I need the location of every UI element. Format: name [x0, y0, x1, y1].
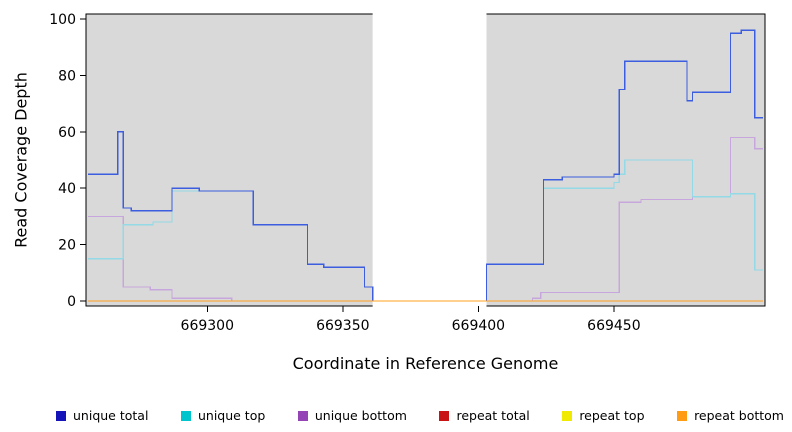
- coverage-plot-canvas: 669300 669350 669400 669450 0 20 40 60 80 100: [49, 12, 766, 334]
- x-tick-label: 669350: [316, 318, 369, 334]
- legend-label-repeat-total: repeat total: [456, 408, 530, 423]
- legend-item-unique-bottom: unique bottom: [297, 408, 407, 423]
- no-data-gap-band: [372, 13, 487, 307]
- legend-item-repeat-bottom: repeat bottom: [677, 408, 784, 423]
- legend-label-repeat-bottom: repeat bottom: [694, 408, 784, 423]
- y-tick-label: 20: [58, 238, 76, 254]
- legend-item-unique-total: unique total: [56, 408, 148, 423]
- legend-marker-unique-bottom-icon: [297, 410, 308, 421]
- legend-label-unique-bottom: unique bottom: [314, 408, 407, 423]
- legend-marker-unique-top-icon: [180, 410, 191, 421]
- legend-label-unique-total: unique total: [73, 408, 149, 423]
- legend: unique total unique top unique bottom re…: [56, 408, 784, 423]
- legend-label-unique-top: unique top: [197, 408, 266, 423]
- legend-marker-repeat-bottom-icon: [677, 410, 688, 421]
- legend-marker-unique-total-icon: [56, 410, 66, 421]
- y-tick-label: 40: [58, 181, 76, 197]
- y-tick-label: 80: [58, 68, 76, 84]
- legend-marker-repeat-top-icon: [562, 410, 573, 421]
- legend-item-repeat-total: repeat total: [439, 408, 530, 423]
- legend-label-repeat-top: repeat top: [579, 408, 645, 423]
- y-tick-label: 100: [49, 12, 76, 28]
- x-tick-label: 669400: [452, 318, 505, 334]
- y-tick-label: 60: [58, 125, 76, 141]
- y-tick-label: 0: [67, 294, 76, 310]
- x-tick-label: 669300: [181, 318, 234, 334]
- legend-item-unique-top: unique top: [180, 408, 266, 423]
- series-line-unique-total: [88, 29, 763, 302]
- series-line-unique-bottom: [88, 136, 763, 302]
- legend-item-repeat-top: repeat top: [562, 408, 645, 423]
- legend-marker-repeat-total-icon: [439, 410, 450, 421]
- x-axis-title: Coordinate in Reference Genome: [292, 354, 559, 373]
- x-tick-label: 669450: [587, 318, 640, 334]
